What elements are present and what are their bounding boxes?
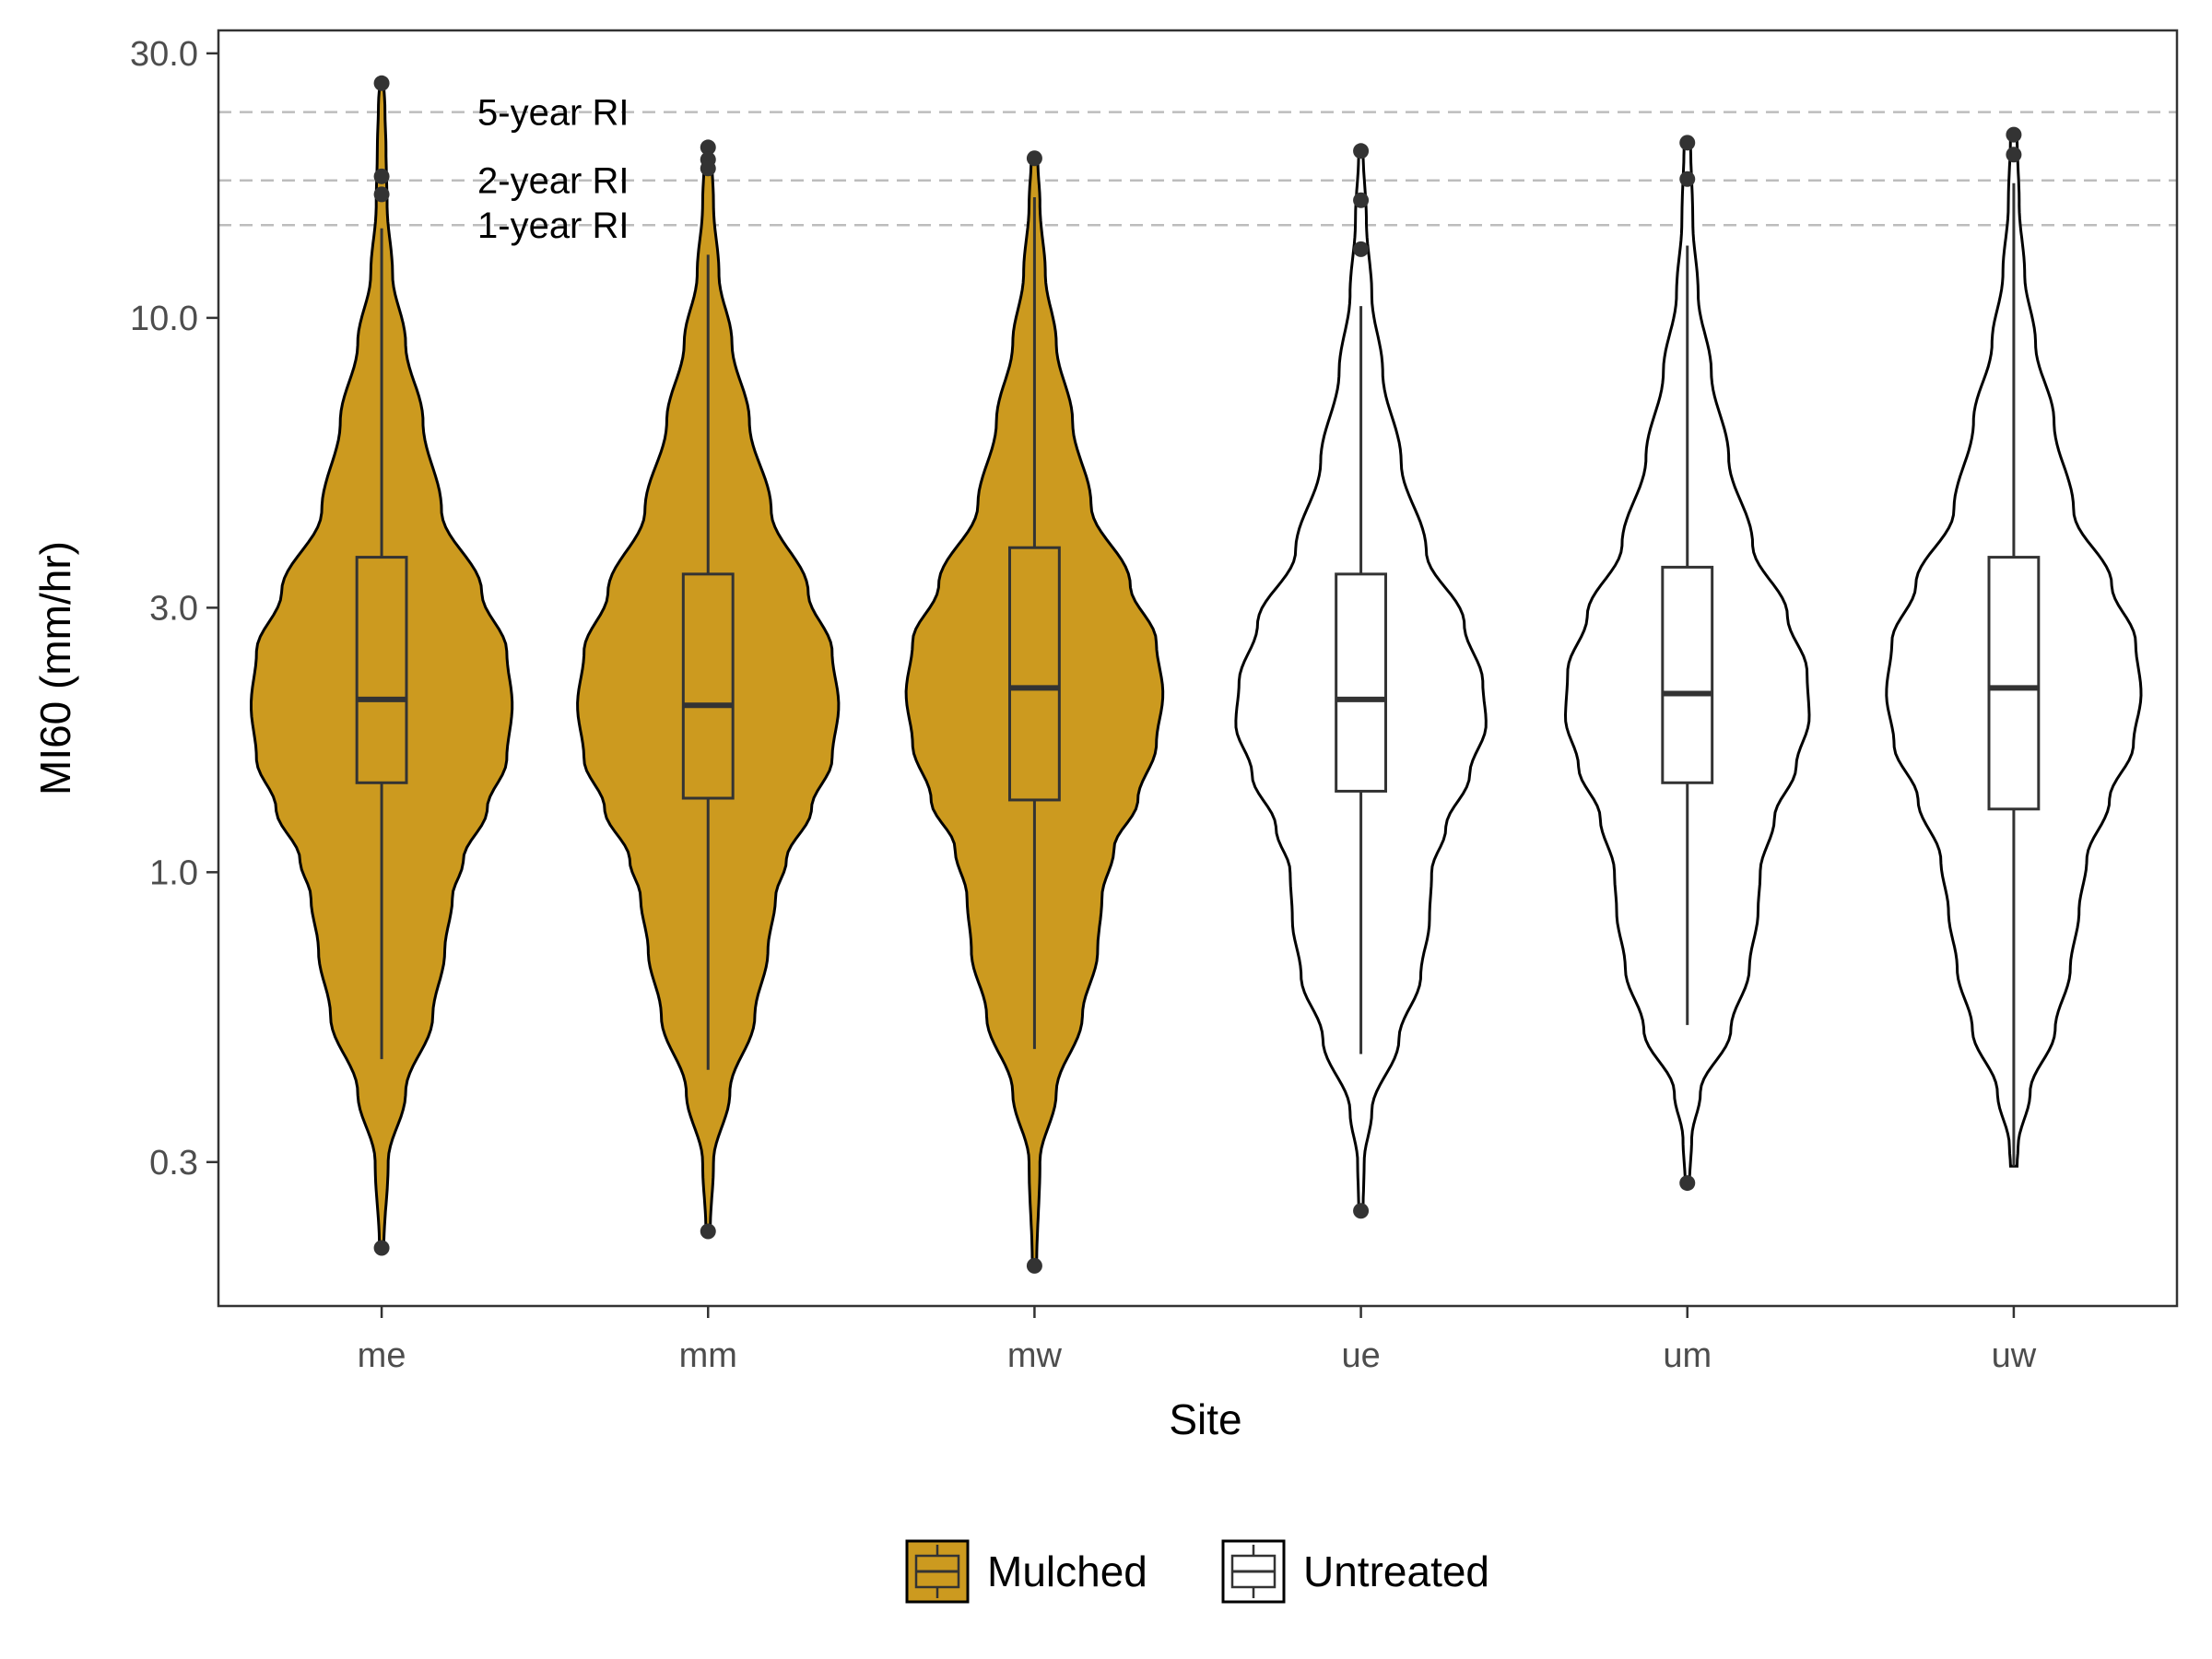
- outlier-mw-1: [1026, 1257, 1042, 1274]
- reference-label-2: 2-year RI: [477, 161, 629, 202]
- y-axis-title: MI60 (mm/hr): [31, 541, 79, 795]
- box-mm: [681, 572, 735, 800]
- outlier-me-3: [373, 168, 390, 184]
- outlier-mm-1: [700, 1223, 716, 1240]
- outlier-um-1: [1679, 1175, 1696, 1192]
- outlier-uw-2: [2006, 147, 2022, 163]
- outlier-me-2: [373, 186, 390, 203]
- outlier-uw-1: [2006, 126, 2022, 143]
- outlier-um-2: [1679, 135, 1696, 151]
- x-tick-label-mw: mw: [1007, 1336, 1063, 1375]
- y-tick-label-4: 10.0: [130, 300, 198, 338]
- outlier-mm-4: [700, 160, 716, 177]
- outlier-ue-1: [1353, 1203, 1370, 1219]
- legend-label-mulched: Mulched: [987, 1547, 1147, 1595]
- outlier-ue-4: [1353, 241, 1370, 257]
- outlier-me-1: [373, 1240, 390, 1256]
- y-tick-label-5: 30.0: [130, 35, 198, 74]
- reference-label-3: 1-year RI: [477, 206, 629, 246]
- box-um: [1661, 565, 1714, 784]
- outlier-mm-2: [700, 139, 716, 156]
- plot-area: 5-year RI 2-year RI1-year RI: [218, 75, 2177, 1274]
- x-axis-title: Site: [1169, 1395, 1241, 1443]
- x-tick-label-me: me: [358, 1336, 406, 1375]
- legend: Mulched Untreated: [905, 1539, 1489, 1604]
- outlier-um-3: [1679, 171, 1696, 187]
- box-mw: [1008, 546, 1061, 802]
- legend-item-untreated: Untreated: [1221, 1539, 1489, 1604]
- y-tick-label-3: 3.0: [149, 589, 198, 628]
- box-me: [355, 556, 408, 784]
- outlier-mw-2: [1026, 150, 1042, 167]
- box-ue: [1335, 572, 1387, 793]
- y-tick-label-1: 0.3: [149, 1144, 198, 1182]
- x-tick-label-um: um: [1663, 1336, 1712, 1375]
- box-uw: [1987, 556, 2041, 811]
- outlier-me-4: [373, 75, 390, 91]
- reference-label-1: 5-year RI: [477, 93, 629, 134]
- x-tick-label-uw: uw: [1992, 1336, 2037, 1375]
- plot-panel-border: [217, 29, 2179, 1308]
- y-tick-label-2: 1.0: [149, 853, 198, 892]
- outlier-ue-3: [1353, 192, 1370, 208]
- outlier-ue-2: [1353, 143, 1370, 159]
- axes: 0.3 1.0 3.0 10.0 30.0 me mm mw ue um uw: [130, 35, 2037, 1375]
- x-tick-label-ue: ue: [1341, 1336, 1380, 1375]
- legend-label-untreated: Untreated: [1303, 1547, 1489, 1595]
- legend-item-mulched: Mulched: [905, 1539, 1147, 1604]
- x-tick-label-mm: mm: [679, 1336, 737, 1375]
